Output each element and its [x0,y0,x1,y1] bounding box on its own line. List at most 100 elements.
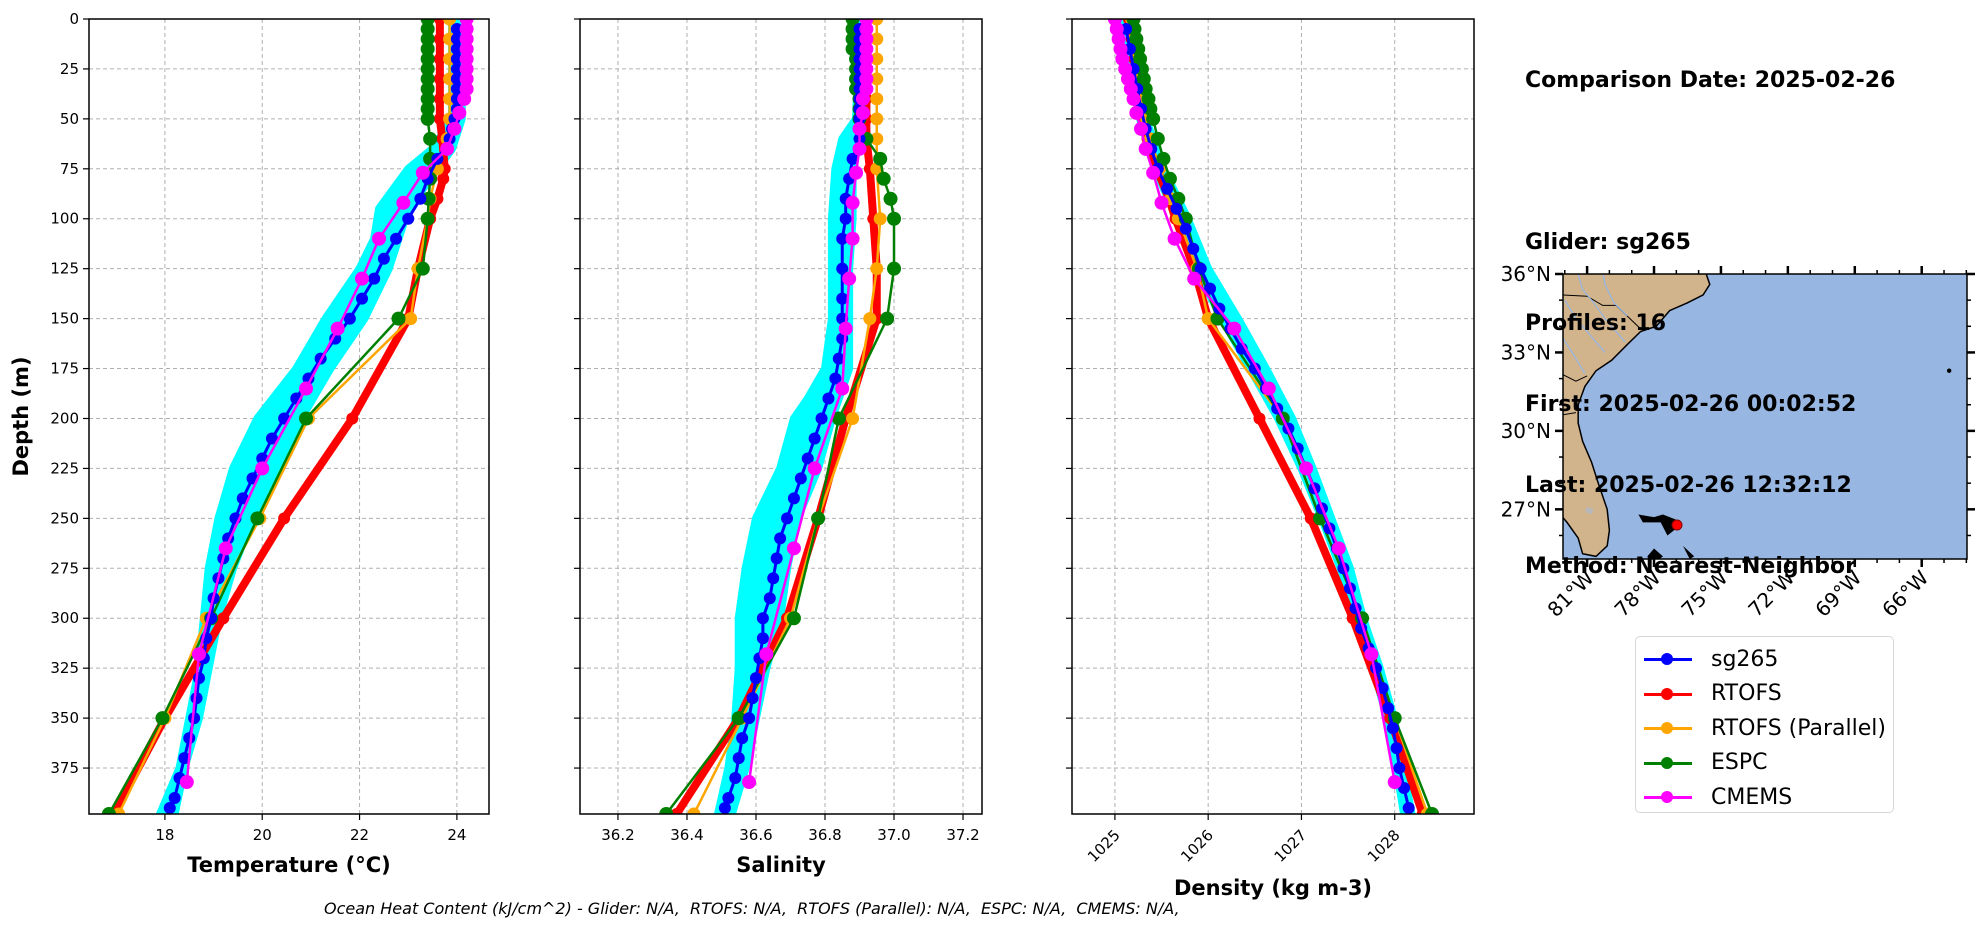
interp-method: Method: Nearest-Neighbor [1525,554,1856,579]
data-point [855,91,870,106]
data-point [178,752,191,765]
data-point [190,692,203,705]
info-panel: Comparison Date: 2025-02-26 Glider: sg26… [1525,13,1895,607]
data-point [1154,195,1169,210]
data-point [420,41,435,56]
profile-panel-3: 1025 1026 1027 1028 Density (kg m-3) [1066,18,1475,900]
data-point [1346,612,1359,625]
data-point [836,292,849,305]
data-point [1138,141,1153,156]
data-point [722,792,735,805]
data-point [459,41,474,56]
data-point [420,101,435,116]
axes-frame [88,18,490,815]
x-tick-label: 1025 [1084,826,1124,866]
y-tick-label: 0 [69,10,79,28]
data-point [459,51,474,66]
data-point [372,231,387,246]
data-point [835,381,850,396]
data-point [437,172,450,185]
data-point [420,51,435,66]
data-point [1304,512,1317,525]
data-point [1120,22,1133,35]
y-tick-label: 175 [50,360,79,378]
first-time: First: 2025-02-26 00:02:52 [1525,392,1857,417]
data-point [302,372,315,385]
data-point [420,31,435,46]
data-point [763,592,776,605]
legend-marker-icon [1644,684,1692,704]
data-point [168,792,181,805]
data-point [191,647,206,662]
data-point [420,91,435,106]
data-point [1393,762,1406,775]
y-tick-label: 25 [60,60,79,78]
y-tick-label: 75 [60,160,79,178]
profile-count: Profiles: 16 [1525,311,1667,336]
data-point [687,807,701,814]
legend-item-rtofs: RTOFS [1636,677,1893,712]
data-point [1210,311,1225,326]
legend-marker-icon [1644,649,1692,669]
data-point [842,271,857,286]
data-point [873,151,888,166]
data-point [852,121,867,136]
data-point [330,321,345,336]
data-point [443,19,457,26]
data-point [729,772,742,785]
data-point [236,492,249,505]
legend-item-espc: ESPC [1636,746,1893,781]
lat-tick-label: 27°N [1501,497,1551,521]
data-point [420,61,435,76]
data-point [391,311,406,326]
data-point [1390,742,1403,755]
data-point [433,52,446,65]
data-point [839,212,852,225]
data-point [1161,182,1174,195]
data-point [786,611,801,626]
data-point [742,775,757,790]
y-tick-label: 325 [50,659,79,677]
y-tick-label: 225 [50,459,79,477]
data-point [1179,222,1192,235]
data-point [423,131,438,146]
data-point [859,31,874,46]
data-point [822,392,835,405]
data-point [832,352,845,365]
data-point [1156,151,1171,166]
data-point [433,19,446,25]
axes-frame [579,18,983,815]
data-point [863,312,877,326]
data-point [440,141,455,156]
plot-area [659,19,902,814]
glider-raw-profiles [1118,19,1416,814]
bermuda-island [1946,368,1952,373]
data-point [852,141,867,156]
data-point [1370,662,1383,675]
data-point [450,52,463,65]
data-point [845,195,860,210]
data-point [870,52,884,66]
data-point [179,775,194,790]
state-border [1563,412,1577,416]
legend-label: RTOFS [1711,681,1782,707]
data-point [774,532,787,545]
data-point [420,211,435,226]
data-point [450,62,463,75]
bahamas-island [1683,545,1695,559]
data-point [887,261,902,276]
data-point [801,452,814,465]
legend-marker-icon [1644,718,1692,738]
lat-tick-label: 30°N [1501,419,1551,443]
us-land [1563,274,1711,558]
data-point [1253,412,1266,425]
data-point [1227,321,1242,336]
data-point [781,512,794,525]
x-tick-label: 36.8 [808,826,841,844]
data-point [859,51,874,66]
ohc-footer: Ocean Heat Content (kJ/cm^2) - Glider: N… [324,899,1180,918]
data-point [415,165,430,180]
data-point [396,195,411,210]
x-axis-label: Salinity [736,853,826,877]
